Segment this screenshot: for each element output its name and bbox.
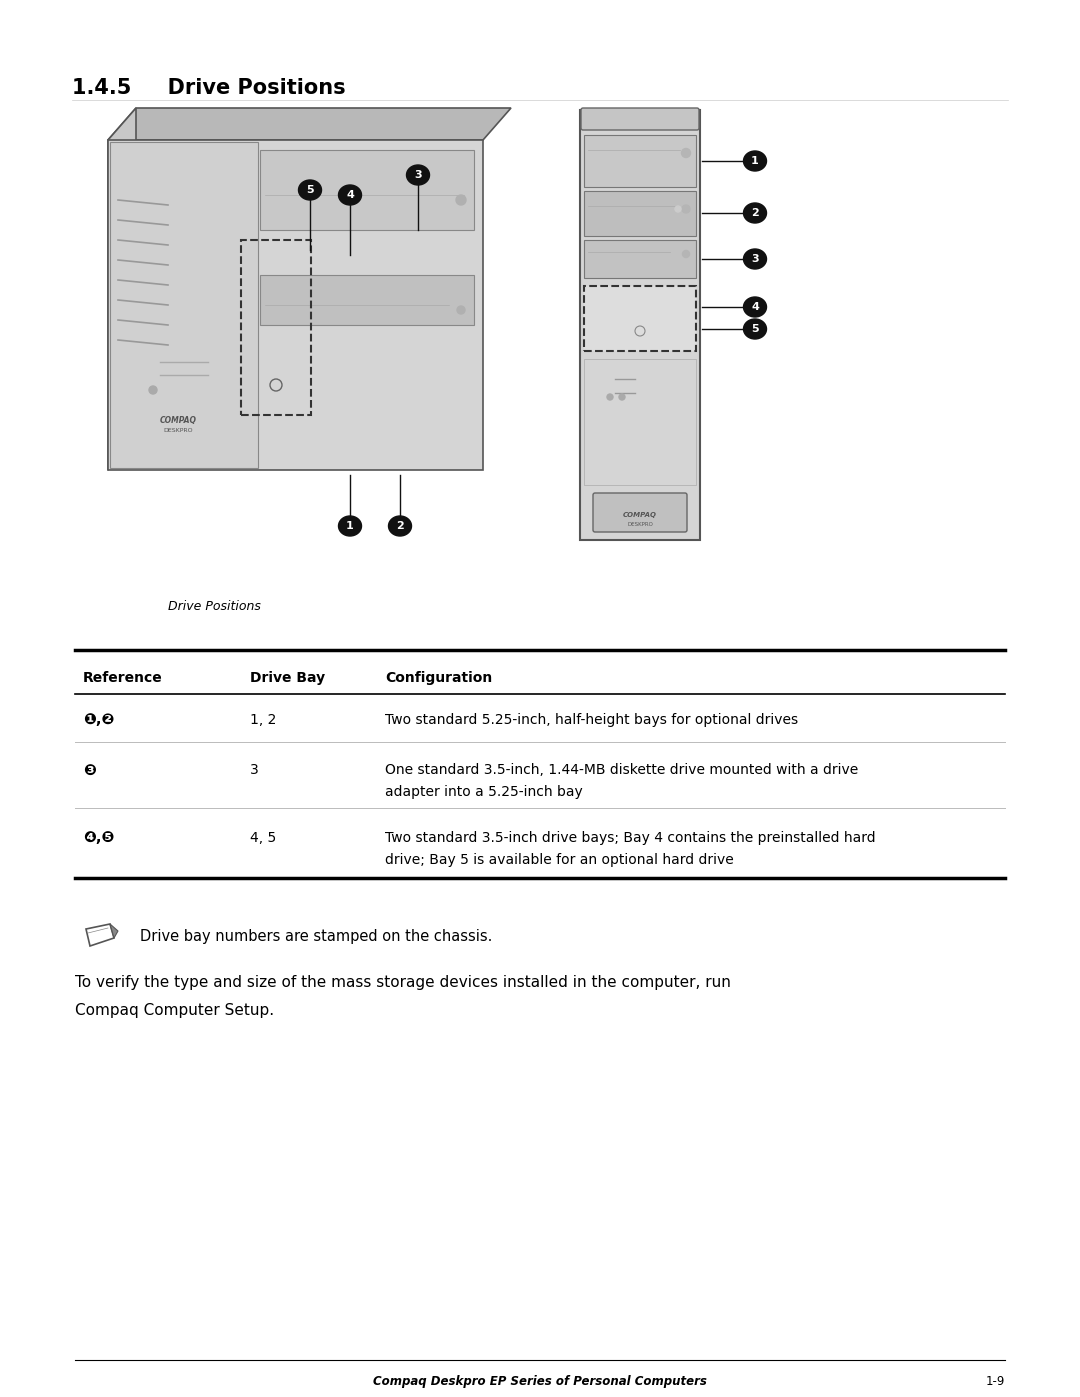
Circle shape — [149, 386, 157, 394]
Ellipse shape — [743, 203, 767, 224]
Text: 5: 5 — [752, 324, 759, 334]
Text: 3: 3 — [752, 254, 759, 264]
Bar — [584, 191, 696, 236]
Text: 3: 3 — [415, 170, 422, 180]
Text: Compaq Deskpro EP Series of Personal Computers: Compaq Deskpro EP Series of Personal Com… — [373, 1375, 707, 1389]
Text: Drive Bay: Drive Bay — [249, 671, 325, 685]
Polygon shape — [110, 923, 118, 937]
Polygon shape — [108, 108, 511, 140]
Text: adapter into a 5.25-inch bay: adapter into a 5.25-inch bay — [384, 785, 583, 799]
Circle shape — [456, 196, 465, 205]
Text: Drive Positions: Drive Positions — [168, 599, 261, 613]
Text: ❶,❷: ❶,❷ — [83, 712, 114, 728]
Circle shape — [683, 250, 689, 257]
Circle shape — [457, 306, 465, 314]
Ellipse shape — [743, 319, 767, 339]
Bar — [260, 275, 474, 326]
Text: 1.4.5     Drive Positions: 1.4.5 Drive Positions — [72, 78, 346, 98]
Text: Compaq Computer Setup.: Compaq Computer Setup. — [75, 1003, 274, 1018]
Text: COMPAQ: COMPAQ — [623, 511, 657, 518]
Bar — [584, 359, 696, 485]
Text: Configuration: Configuration — [384, 671, 492, 685]
Bar — [584, 240, 696, 278]
Text: ❸: ❸ — [83, 763, 96, 778]
Circle shape — [675, 205, 681, 212]
Text: 1: 1 — [346, 521, 354, 531]
Text: 1-9: 1-9 — [986, 1375, 1005, 1389]
Circle shape — [681, 205, 690, 212]
Ellipse shape — [406, 165, 430, 184]
Text: DESKPRO: DESKPRO — [163, 427, 193, 433]
Text: 1: 1 — [751, 156, 759, 166]
Text: 4: 4 — [346, 190, 354, 200]
Bar — [110, 142, 258, 468]
Ellipse shape — [338, 515, 362, 536]
Bar — [108, 140, 483, 469]
Text: drive; Bay 5 is available for an optional hard drive: drive; Bay 5 is available for an optiona… — [384, 854, 733, 868]
Circle shape — [681, 148, 690, 158]
Text: 1, 2: 1, 2 — [249, 712, 276, 726]
Bar — [584, 136, 696, 187]
FancyBboxPatch shape — [581, 108, 699, 130]
Text: 3: 3 — [249, 763, 259, 777]
Text: 2: 2 — [396, 521, 404, 531]
Text: 2: 2 — [751, 208, 759, 218]
Text: DESKPRO: DESKPRO — [627, 522, 653, 528]
Text: COMPAQ: COMPAQ — [160, 415, 197, 425]
FancyBboxPatch shape — [593, 493, 687, 532]
Polygon shape — [108, 108, 136, 469]
Bar — [241, 240, 311, 415]
Circle shape — [607, 394, 613, 400]
Circle shape — [619, 394, 625, 400]
Ellipse shape — [389, 515, 411, 536]
Text: Two standard 3.5-inch drive bays; Bay 4 contains the preinstalled hard: Two standard 3.5-inch drive bays; Bay 4 … — [384, 831, 876, 845]
Text: 5: 5 — [307, 184, 314, 196]
Bar — [580, 110, 700, 541]
Ellipse shape — [338, 184, 362, 205]
Text: Reference: Reference — [83, 671, 163, 685]
Ellipse shape — [743, 298, 767, 317]
Text: 4, 5: 4, 5 — [249, 831, 276, 845]
Text: ❹,❺: ❹,❺ — [83, 830, 114, 845]
Text: To verify the type and size of the mass storage devices installed in the compute: To verify the type and size of the mass … — [75, 975, 731, 990]
Text: One standard 3.5-inch, 1.44-MB diskette drive mounted with a drive: One standard 3.5-inch, 1.44-MB diskette … — [384, 763, 859, 777]
Bar — [260, 149, 474, 231]
Bar — [584, 286, 696, 351]
Ellipse shape — [298, 180, 322, 200]
Text: Two standard 5.25-inch, half-height bays for optional drives: Two standard 5.25-inch, half-height bays… — [384, 712, 798, 726]
Ellipse shape — [743, 151, 767, 170]
Text: 4: 4 — [751, 302, 759, 312]
Ellipse shape — [743, 249, 767, 270]
Text: Drive bay numbers are stamped on the chassis.: Drive bay numbers are stamped on the cha… — [140, 929, 492, 943]
